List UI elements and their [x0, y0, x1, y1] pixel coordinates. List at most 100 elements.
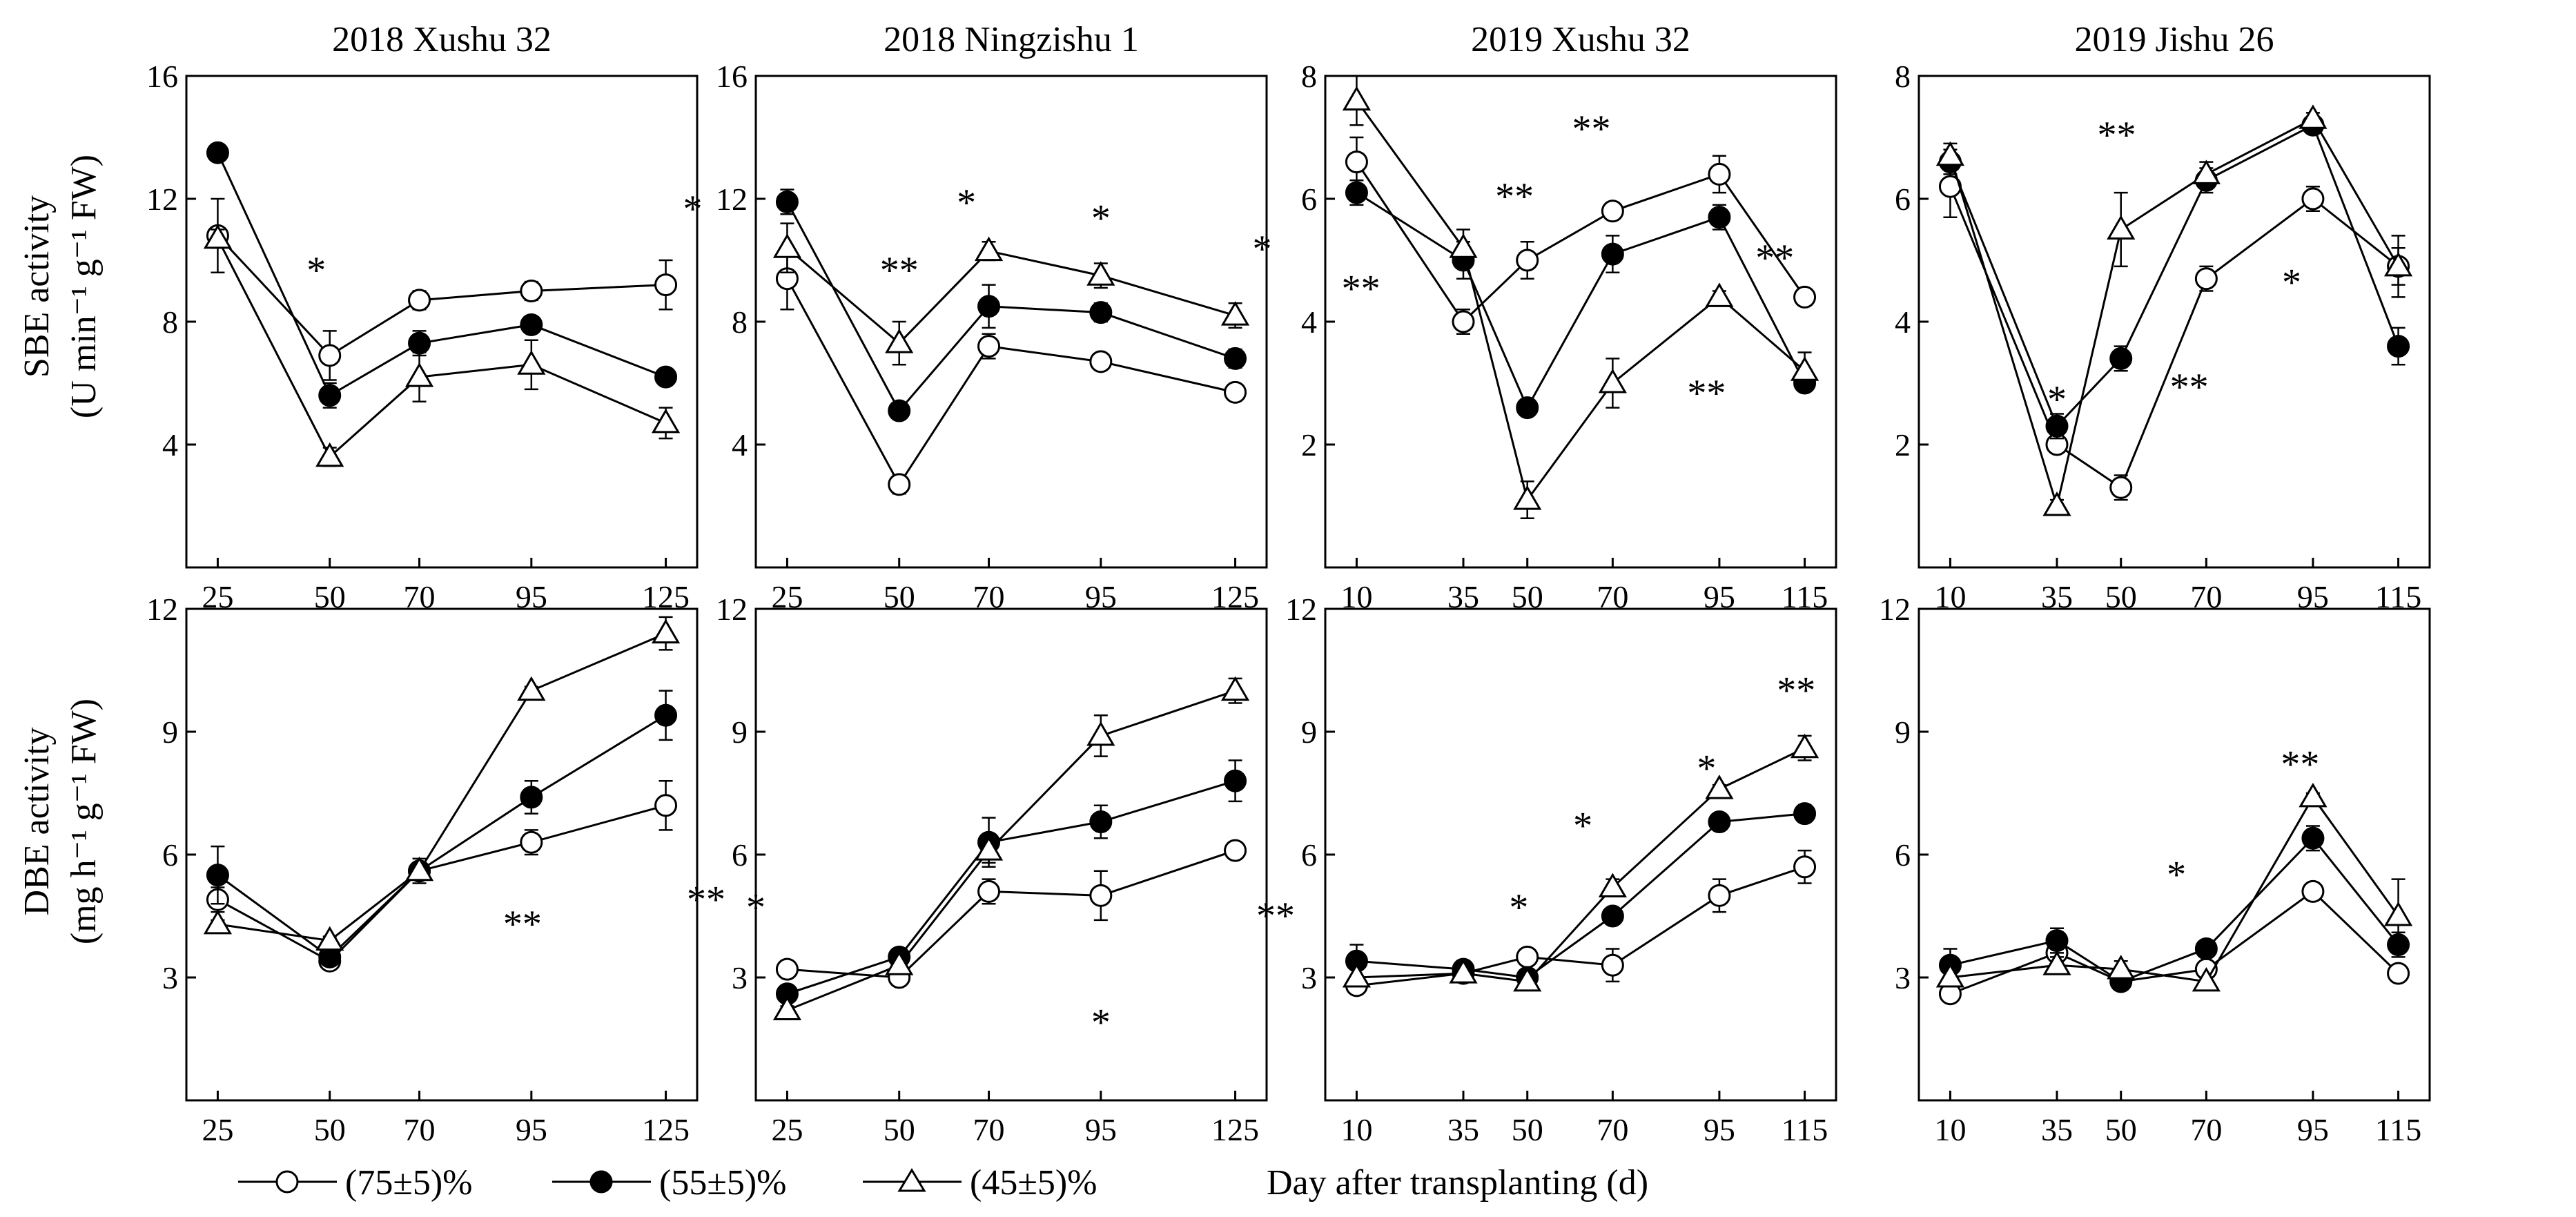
legend-marker-filled-circle: [589, 1170, 613, 1194]
panel-r1-c1-point-open-circle: [1089, 884, 1113, 907]
panel-r1-c3-xtick-label: 10: [1934, 1112, 1966, 1147]
panel-r0-c1-ytick-label: 12: [716, 182, 748, 217]
panel-r1-c3-xtick-label: 50: [2105, 1112, 2137, 1147]
panel-r1-c2-xtick-label: 70: [1597, 1112, 1628, 1147]
panel-r1-c2-point-filled-circle: [1601, 904, 1624, 928]
panel-r0-c1-point-filled-circle: [1224, 347, 1247, 370]
panel-r1-c1-point-open-triangle: [974, 836, 1004, 861]
panel-r0-c3-ytick-label: 8: [1895, 59, 1911, 94]
panel-r0-c2-point-open-circle: [1708, 162, 1731, 186]
panel-r1-c2-point-open-circle: [1601, 953, 1624, 977]
panel-r0-c1-point-open-circle: [888, 473, 911, 496]
panel-r0-c0-point-open-circle: [408, 289, 431, 312]
legend: (75±5)% (55±5)% (45±5)% Day after transp…: [238, 1163, 1648, 1203]
panel-r1-c0-xtick-label: 50: [314, 1112, 346, 1147]
panel-r0-c1-point-open-triangle: [772, 233, 802, 258]
panel-r0-c3-point-open-triangle: [2299, 104, 2328, 129]
panel-r0-c2-series-open-triangle: [1342, 75, 1819, 520]
panel-r0-c3-point-open-triangle: [2042, 491, 2071, 516]
panel-r1-c2-point-open-triangle: [1449, 959, 1478, 984]
panel-r1-c2-point-open-triangle: [1513, 966, 1542, 992]
panel-r1-c1-point-open-triangle: [772, 995, 802, 1020]
panel-r1-c0-point-open-triangle: [315, 926, 344, 951]
panel-r0-c0-point-open-circle: [654, 273, 678, 297]
panel-r1-c1-xtick-label: 95: [1085, 1112, 1117, 1147]
panel-r1-c3-point-open-circle: [2387, 962, 2410, 985]
panel-r0-c0-point-filled-circle: [206, 141, 229, 164]
panel-r1-c3-ytick-label: 3: [1895, 960, 1911, 995]
panel-r1-c3-point-open-triangle: [2192, 966, 2221, 992]
panel-r1-c0-point-filled-circle: [206, 864, 229, 887]
panel-r0-c2-point-filled-circle: [1516, 396, 1539, 420]
panel-r0-c3-point-filled-circle: [2045, 414, 2069, 438]
panel-r0-c2-significance-mark: **: [1755, 237, 1794, 280]
legend-label-55: (55±5)%: [659, 1163, 787, 1203]
panel-r0-c0-point-filled-circle: [408, 331, 431, 355]
panel-r0-c1-ytick-label: 16: [716, 59, 748, 94]
panel-r1-c3-point-open-triangle: [2107, 955, 2136, 980]
panel-r0-c2-series-open-circle: [1345, 136, 1817, 335]
panel-r0-c3-significance-mark: **: [2098, 114, 2136, 157]
panel-r0-c1-series-filled-circle: [775, 188, 1247, 422]
panel-r1-c2-point-open-circle: [1516, 945, 1539, 968]
panel-r1-c0-xtick-label: 70: [404, 1112, 436, 1147]
panel-r0-c3-line-filled-circle: [1949, 124, 2399, 429]
panel-r1-c1-xtick-label: 70: [973, 1112, 1005, 1147]
panel-r0-c0-point-filled-circle: [520, 313, 543, 336]
panel-r1-c1-ytick-label: 6: [732, 837, 748, 873]
panel-r0-c1-title: 2018 Ningzishu 1: [884, 20, 1139, 59]
panel-r1-c1-point-filled-circle: [1224, 769, 1247, 792]
panel-r1-c1-xtick-label: 125: [1211, 1112, 1259, 1147]
panel-r0-c1-series-open-triangle: [772, 222, 1250, 366]
panel-r1-c1-significance-mark: **: [1256, 895, 1295, 937]
panel-r0-c2-point-open-triangle: [1790, 356, 1819, 381]
panel-r1-c0-xtick-label: 25: [202, 1112, 233, 1147]
panel-r0-c3-significance-mark: *: [2047, 378, 2067, 421]
panel-r0-c1-ytick-label: 8: [732, 304, 748, 340]
panel-r0-c2-point-open-triangle: [1342, 86, 1372, 111]
panel-r0-c3-series-filled-circle: [1938, 113, 2410, 440]
panel-r1-c3-point-filled-circle: [2301, 826, 2325, 850]
panel-r0-c0-point-filled-circle: [318, 384, 342, 407]
panel-r1-c2-significance-mark: **: [1777, 670, 1815, 712]
panel-r0-c1-point-open-circle: [1224, 380, 1247, 404]
panel-r0-c1-significance-mark: **: [880, 249, 919, 292]
panel-r1-c0-point-open-triangle: [651, 619, 681, 644]
legend-entry-75: (75±5)%: [238, 1163, 473, 1203]
panel-r0-c2-significance-mark: **: [1687, 372, 1726, 415]
legend-marker-open-triangle: [897, 1168, 926, 1192]
panel-r1-c2-series-open-triangle: [1342, 733, 1819, 992]
panel-r0-c0-point-open-triangle: [315, 442, 344, 467]
panel-r0-c3-series-open-triangle: [1935, 104, 2413, 516]
panel-r0-c3-point-open-triangle: [1935, 141, 1965, 166]
panel-r0-c1-point-open-triangle: [885, 329, 914, 353]
panel-r1-c2-line-open-circle: [1356, 866, 1806, 987]
panel-r0-c2-significance-mark: **: [1495, 175, 1534, 218]
panel-r1-c0: 3 6 9 12 25 50 70 95 125 ** **: [146, 592, 725, 1147]
ylabel-row-0-line-1: SBE activity: [17, 195, 57, 378]
panel-r1-c0-point-filled-circle: [520, 786, 543, 809]
panel-r1-c1-point-open-triangle: [1220, 676, 1250, 701]
panel-r0-c1-point-filled-circle: [888, 399, 911, 422]
panel-r0-c0-point-open-triangle: [203, 224, 233, 249]
panel-r1-c2-significance-mark: *: [1509, 886, 1528, 929]
panel-r1-c2-point-open-circle: [1793, 855, 1817, 879]
panel-r0-c1-point-open-circle: [1089, 350, 1113, 373]
legend-label-75: (75±5)%: [345, 1163, 473, 1203]
panel-r1-c2-series-filled-circle: [1345, 802, 1817, 989]
panel-r0-c0-ytick-label: 16: [146, 59, 178, 94]
panel-r1-c2-significance-mark: *: [1697, 747, 1716, 790]
panel-r1-c1-point-filled-circle: [1089, 810, 1113, 834]
panel-r0-c0-ytick-label: 8: [162, 304, 178, 340]
ylabel-row-1-line-2: (mg h⁻¹ g⁻¹ FW): [64, 699, 104, 944]
panel-r0-c2-line-filled-circle: [1356, 191, 1806, 410]
panel-r1-c0-point-filled-circle: [654, 703, 678, 727]
panel-r0-c1-point-filled-circle: [1089, 301, 1113, 324]
panel-r0-c3-point-open-triangle: [2192, 159, 2221, 184]
